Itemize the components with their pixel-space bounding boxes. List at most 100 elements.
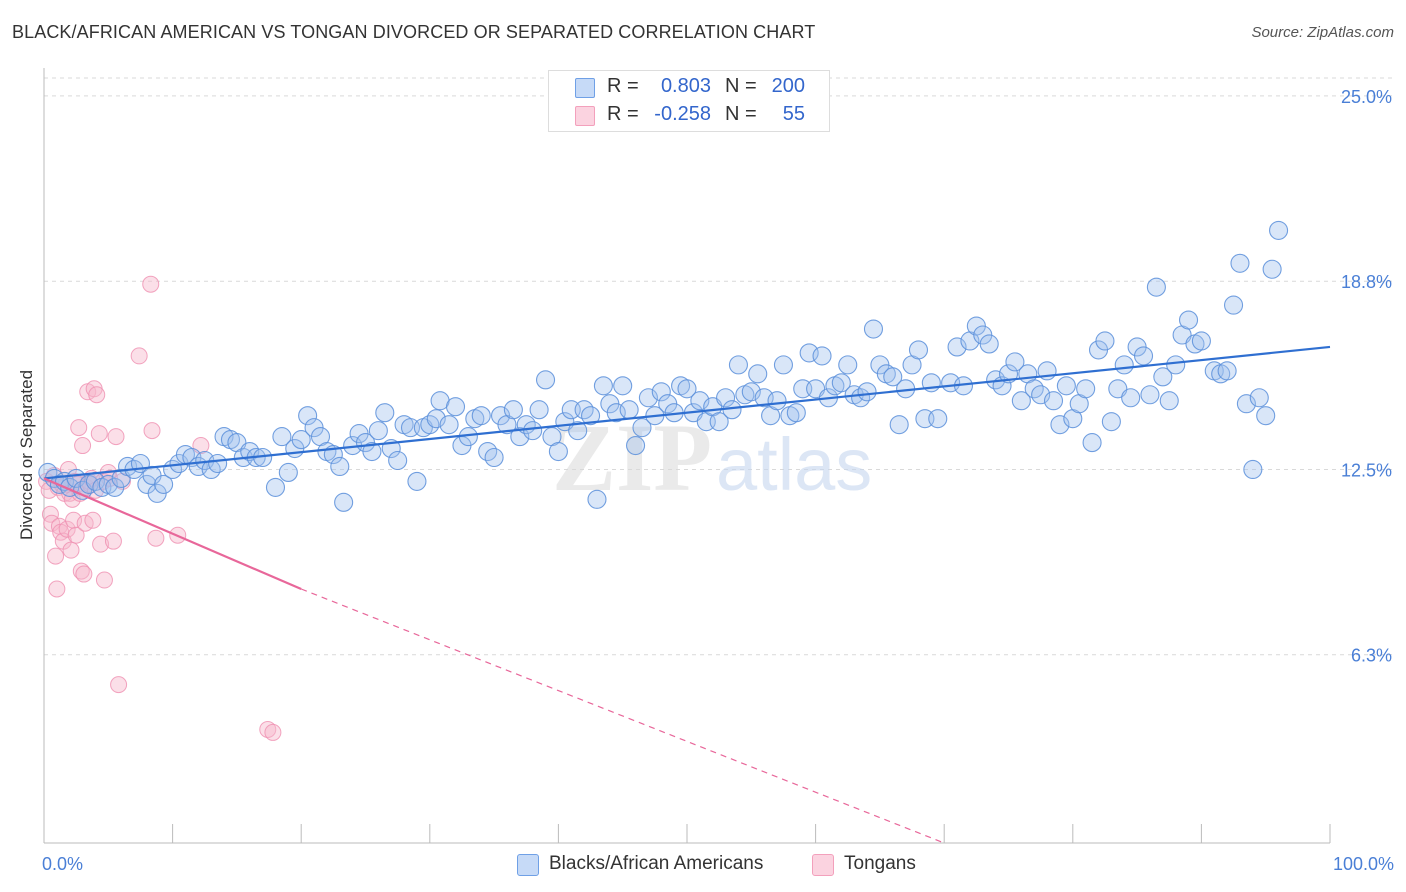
blacks-point [838,355,858,375]
tongans-point [110,676,128,694]
watermark-atlas: atlas [716,423,872,506]
blacks-point [1178,310,1199,330]
tongans-points [38,275,282,741]
blacks-point [1133,346,1154,366]
tongans-point [92,535,110,553]
blacks-point [1166,355,1186,375]
tongans-point [259,720,277,738]
tongans-point [147,529,165,547]
legend-label-tongans: Tongans [844,853,916,874]
y-tick-label: 6.3% [1351,646,1392,666]
blacks-point [1243,459,1263,480]
tongans-point [104,532,122,550]
blacks-point [548,441,568,462]
axes [43,68,1331,844]
tongans-point [90,425,108,443]
blacks-point [388,450,408,471]
source-label: Source: ZipAtlas.com [1251,24,1394,41]
blacks-point [1005,352,1025,372]
blacks-point [154,474,174,494]
tongans-point [107,428,125,446]
legend-row-blacks: R = 0.803 N = 200 [549,73,829,101]
blacks-point [580,406,601,426]
legend-swatch-tongans [575,106,595,126]
blacks-point [1043,391,1064,411]
blacks-point [709,412,729,432]
blacks-point [1056,376,1076,396]
series-legend: Blacks/African Americans Tongans [0,852,1406,878]
tongans-point [142,275,160,293]
blacks-point [407,471,427,491]
blacks-point [362,441,382,462]
tongans-point [47,547,65,565]
blacks-point [439,415,459,435]
legend-swatch-tongans [812,854,834,876]
blacks-point [748,364,768,384]
blacks-point [265,477,286,497]
blacks-point [812,346,832,366]
tongans-point [58,520,76,538]
blacks-point [445,397,466,417]
blacks-point [883,367,903,387]
blacks-point [484,447,504,468]
blacks-point [979,334,999,354]
blacks-point [1121,388,1141,408]
legend-swatch-blacks [575,78,595,98]
tongans-point [95,571,113,589]
blacks-point [1249,388,1269,408]
tongans-point [74,437,92,455]
blacks-point [503,400,523,420]
blacks-point [889,415,909,435]
tongans-trend-line [43,477,302,591]
blacks-point [613,376,633,396]
blacks-point [334,492,354,512]
tongans-point [130,347,148,365]
blacks-point [1140,385,1160,405]
grid-lines [44,77,1392,656]
blacks-trend-line [43,345,1331,480]
blacks-point [1011,391,1031,411]
legend-n-label: N = [725,103,757,125]
blacks-point [593,376,613,396]
blacks-point [1230,253,1250,273]
x-tick-label: 100.0% [1333,854,1394,874]
legend-n-value: 200 [771,75,805,97]
blacks-point [857,382,877,402]
blacks-point [1256,406,1276,426]
blacks-point [568,421,588,441]
tongans-point [143,422,161,440]
blacks-point [786,403,806,423]
tick-labels: 6.3% 12.5% 18.8% 25.0% 0.0% 100.0% [42,87,1394,874]
tongans-point [48,580,66,598]
blacks-point [523,421,543,441]
blacks-point [1224,295,1244,315]
tongans-point [67,526,85,544]
tongans-point [88,386,106,404]
blacks-point [1191,331,1211,351]
blacks-point [677,379,697,399]
legend-n-value: 55 [782,103,805,125]
chart-title: BLACK/AFRICAN AMERICAN VS TONGAN DIVORCE… [12,22,816,42]
blacks-point [831,373,851,393]
blacks-point [716,388,736,408]
trend-lines [43,345,1331,844]
blacks-point [208,453,228,474]
tongans-point [75,565,93,583]
blacks-point [291,430,311,450]
blacks-point [773,355,794,375]
blacks-point [587,489,607,509]
blacks-point [626,436,646,456]
blacks-point [278,462,298,483]
tongans-point [70,419,88,437]
legend-label-blacks: Blacks/African Americans [549,853,764,874]
blacks-point [368,421,388,441]
legend-r-label: R = [607,75,639,97]
blacks-point [375,403,395,423]
blacks-point [651,382,671,402]
blacks-point [928,409,948,429]
blacks-point [767,391,787,411]
blacks-point [1146,277,1166,297]
legend-r-value: -0.258 [654,103,711,125]
blacks-point [471,406,491,426]
